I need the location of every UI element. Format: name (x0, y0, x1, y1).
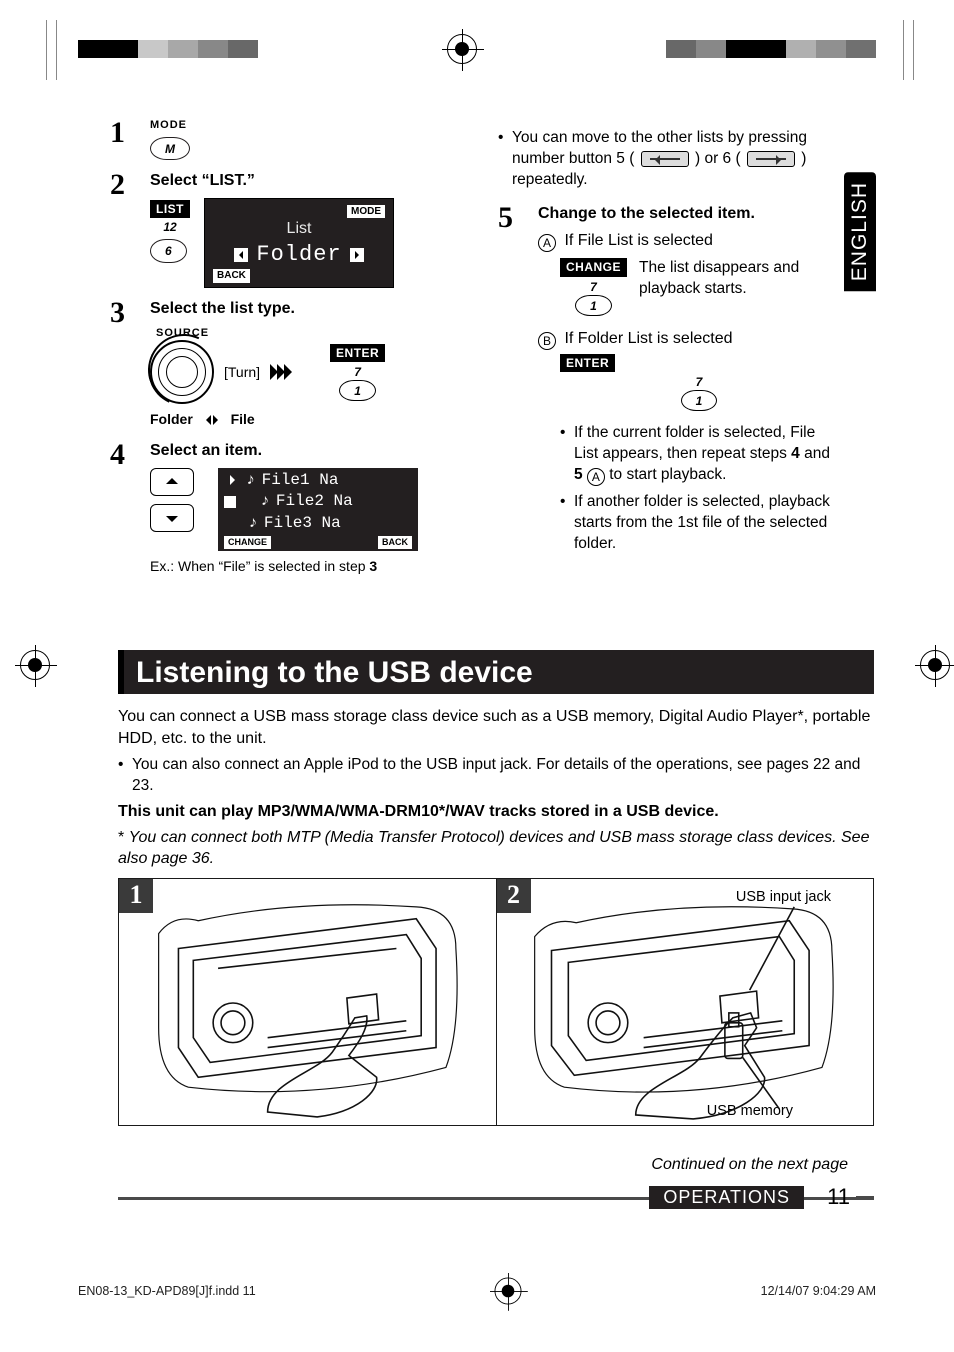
lcd-file-list: ♪File1 Na ▶♪File2 Na ▶♪File3 Na CHANGEBA… (218, 468, 418, 551)
nav-up-button (150, 468, 194, 496)
button-1: 1 (339, 380, 376, 401)
list-badge: LIST (150, 200, 190, 218)
registration-target-right (912, 650, 942, 680)
circled-b: B (538, 332, 556, 350)
step-1: 1 MODE M (110, 118, 470, 160)
label-7: 7 (696, 374, 703, 390)
step-title: Select “LIST.” (150, 170, 470, 192)
registration-target-icon (495, 1278, 522, 1305)
button-1: 1 (575, 295, 612, 316)
step-title: Change to the selected item. (538, 203, 838, 225)
step-title: Select the list type. (150, 298, 470, 320)
mode-label: MODE (150, 118, 470, 133)
arrow-left-icon (234, 248, 248, 262)
folder-bullet-1: If the current folder is selected, File … (560, 423, 838, 486)
note-icon (224, 496, 236, 508)
label-7: 7 (590, 279, 597, 295)
step-number: 2 (110, 170, 136, 288)
continued-label: Continued on the next page (651, 1156, 848, 1174)
panel-2: 2 USB input jack USB memory (496, 878, 875, 1126)
step-number: 5 (498, 203, 524, 555)
device-illustration-2 (497, 879, 874, 1125)
footer-section-label: OPERATIONS (649, 1186, 804, 1209)
arrow-right-icon (270, 364, 298, 380)
step-number: 4 (110, 440, 136, 575)
note-move-lists: You can move to the other lists by press… (498, 128, 838, 191)
registration-target-left (12, 650, 42, 680)
usb-illustration-panels: 1 (118, 878, 874, 1126)
step-number: 1 (110, 118, 136, 160)
step-title: Select an item. (150, 440, 470, 462)
step-number: 3 (110, 298, 136, 430)
folder-file-toggle: Folder File (150, 410, 470, 430)
step-5: 5 Change to the selected item. A If File… (498, 203, 838, 555)
label-7: 7 (354, 364, 361, 380)
file-list-selected-label: If File List is selected (564, 232, 713, 249)
enter-badge: ENTER (560, 354, 615, 372)
footer-bar: OPERATIONS 11 (118, 1186, 874, 1210)
circled-a: A (538, 234, 556, 252)
num-button-6-icon (747, 151, 795, 167)
device-illustration-1 (119, 879, 496, 1125)
arrow-right-icon (350, 248, 364, 262)
registration-target-icon (447, 34, 477, 64)
change-badge: CHANGE (560, 258, 627, 276)
file-list-result: The list disappears and playback starts. (639, 258, 838, 300)
button-6: 6 (150, 239, 187, 262)
step-3: 3 Select the list type. SOURCE [Turn] EN… (110, 298, 470, 430)
button-m: M (150, 137, 190, 160)
folder-list-selected-label: If Folder List is selected (564, 330, 732, 347)
step-4: 4 Select an item. ♪File1 Na (110, 440, 470, 575)
folder-bullet-2: If another folder is selected, playback … (560, 492, 838, 555)
registration-bar-top (30, 38, 924, 60)
nav-down-button (150, 504, 194, 532)
button-1: 1 (681, 390, 718, 411)
imposition-metadata: EN08-13_KD-APD89[J]f.indd 11 12/14/07 9:… (78, 1276, 876, 1306)
panel-1: 1 (118, 878, 496, 1126)
source-label: SOURCE (156, 326, 470, 341)
section-header: Listening to the USB device (118, 650, 874, 694)
step-2: 2 Select “LIST.” LIST 12 6 MODE List (110, 170, 470, 288)
step4-caption: Ex.: When “File” is selected in step 3 (150, 557, 470, 576)
indd-timestamp: 12/14/07 9:04:29 AM (761, 1284, 876, 1298)
lcd-list-folder: MODE List Folder BACK (204, 198, 394, 288)
page-number: 11 (827, 1184, 850, 1210)
rotary-knob-icon (150, 340, 214, 404)
label-12: 12 (150, 219, 190, 235)
turn-label: [Turn] (224, 363, 260, 382)
cursor-icon (230, 475, 240, 485)
indd-filename: EN08-13_KD-APD89[J]f.indd 11 (78, 1284, 256, 1298)
num-button-5-icon (641, 151, 689, 167)
enter-badge: ENTER (330, 344, 385, 362)
